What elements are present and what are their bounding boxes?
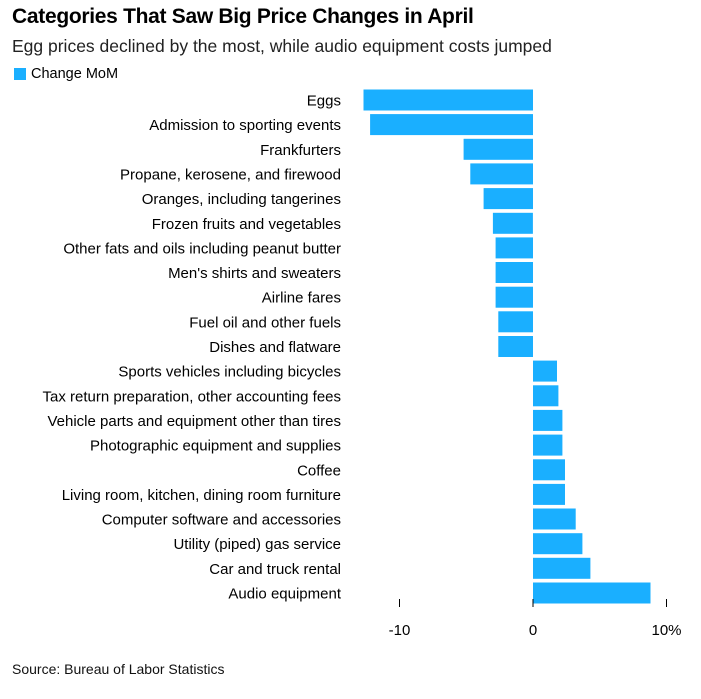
x-tick-label: 10% xyxy=(651,622,681,639)
bar xyxy=(483,188,533,210)
category-label: Utility (piped) gas service xyxy=(173,536,341,553)
bar xyxy=(533,385,559,407)
category-label: Eggs xyxy=(307,93,341,110)
category-label: Coffee xyxy=(297,462,341,479)
bar xyxy=(495,237,533,259)
category-label: Fuel oil and other fuels xyxy=(189,314,341,331)
bar xyxy=(492,212,533,234)
bar xyxy=(533,582,651,604)
category-label: Frozen fruits and vegetables xyxy=(152,216,341,233)
bar xyxy=(363,89,533,111)
x-tick-label: 0 xyxy=(529,622,537,639)
legend-swatch xyxy=(14,68,26,80)
category-label: Propane, kerosene, and firewood xyxy=(120,166,341,183)
bar xyxy=(533,434,563,456)
x-tick-label: -10 xyxy=(389,622,411,639)
legend: Change MoM xyxy=(14,66,118,82)
bar xyxy=(533,557,591,579)
category-label: Admission to sporting events xyxy=(149,117,341,134)
bar xyxy=(495,286,533,308)
category-label: Living room, kitchen, dining room furnit… xyxy=(62,487,341,504)
chart-title: Categories That Saw Big Price Changes in… xyxy=(12,5,474,28)
bar xyxy=(533,483,565,505)
bar xyxy=(498,311,533,333)
category-label: Computer software and accessories xyxy=(102,512,341,529)
category-label: Audio equipment xyxy=(228,586,341,603)
bar-chart: Eggs Admission to sporting events Frankfur… xyxy=(42,89,682,639)
chart-subtitle: Egg prices declined by the most, while a… xyxy=(12,36,552,56)
bar xyxy=(370,114,533,136)
bar xyxy=(533,533,583,555)
category-label: Oranges, including tangerines xyxy=(142,191,341,208)
bar xyxy=(470,163,533,185)
category-label: Frankfurters xyxy=(260,142,341,159)
category-label: Dishes and flatware xyxy=(209,339,341,356)
bar xyxy=(533,360,557,382)
category-label: Car and truck rental xyxy=(209,561,341,578)
category-label: Photographic equipment and supplies xyxy=(90,438,341,455)
source-note: Source: Bureau of Labor Statistics xyxy=(12,661,225,677)
bar xyxy=(463,138,533,160)
bar xyxy=(495,262,533,283)
category-label: Airline fares xyxy=(262,290,341,307)
bar xyxy=(533,459,565,481)
bar xyxy=(533,409,563,431)
category-label: Sports vehicles including bicycles xyxy=(118,364,341,381)
legend-label: Change MoM xyxy=(31,66,119,82)
bar xyxy=(498,336,533,357)
category-label: Other fats and oils including peanut but… xyxy=(63,240,341,257)
category-label: Vehicle parts and equipment other than t… xyxy=(47,413,341,430)
category-label: Tax return preparation, other accounting… xyxy=(42,388,341,405)
category-label: Men's shirts and sweaters xyxy=(168,265,341,282)
bar xyxy=(533,508,576,530)
